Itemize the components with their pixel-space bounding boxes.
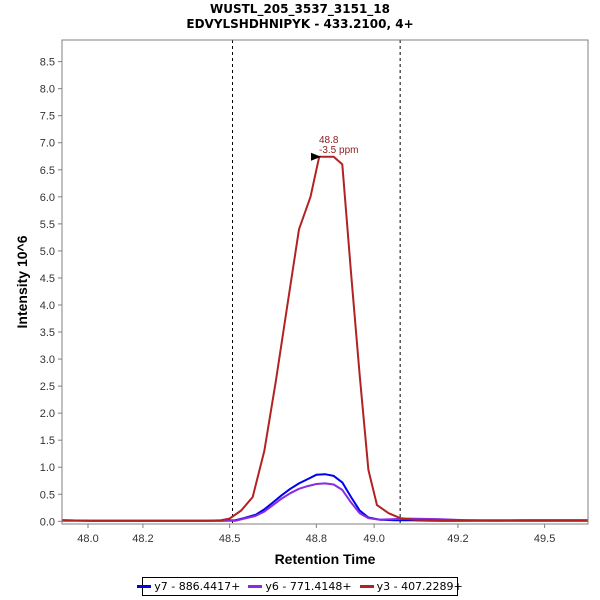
- y-tick-label: 0.0: [40, 516, 55, 528]
- y-axis-label: Intensity 10^6: [14, 235, 30, 328]
- legend-swatch-y7: [137, 585, 152, 588]
- y-tick-label: 6.5: [40, 165, 55, 177]
- chart-subtitle: EDVYLSHDHNIPYK - 433.2100, 4+: [186, 17, 414, 31]
- x-tick-label: 49.5: [534, 533, 555, 545]
- x-axis-label: Retention Time: [275, 551, 376, 567]
- chart-title: WUSTL_205_3537_3151_18: [210, 2, 390, 16]
- y-tick-label: 3.0: [40, 354, 55, 366]
- x-tick-label: 48.0: [77, 533, 98, 545]
- legend-item-y3: y3 - 407.2289+: [359, 580, 463, 593]
- series-line-3: [61, 155, 588, 522]
- y-tick-label: 6.0: [40, 192, 55, 204]
- legend-label-y3: y3 - 407.2289+: [376, 580, 463, 593]
- y-tick-label: 2.5: [40, 381, 55, 393]
- y-tick-label: 1.0: [40, 462, 55, 474]
- x-tick-label: 49.0: [363, 533, 384, 545]
- legend-item-y6: y6 - 771.4148+: [248, 580, 352, 593]
- legend-item-y7: y7 - 886.4417+: [137, 580, 240, 593]
- series-line-2: [62, 482, 588, 522]
- legend-swatch-y3: [359, 585, 374, 588]
- x-tick-label: 48.5: [219, 533, 240, 545]
- y-tick-label: 4.5: [40, 273, 55, 285]
- peak-marker-icon: [311, 152, 321, 161]
- legend-label-y6: y6 - 771.4148+: [265, 580, 352, 593]
- y-tick-label: 4.0: [40, 300, 55, 312]
- peak-annotation-rt: 48.8: [319, 135, 339, 146]
- y-tick-label: 5.0: [40, 246, 55, 258]
- x-tick-label: 48.2: [132, 533, 153, 545]
- y-tick-label: 3.5: [40, 327, 55, 339]
- legend: y7 - 886.4417+ y6 - 771.4148+ y3 - 407.2…: [137, 577, 463, 596]
- y-tick-label: 8.0: [40, 84, 55, 96]
- series-line-1: [61, 473, 588, 522]
- y-tick-label: 5.5: [40, 219, 55, 231]
- peak-annotation-ppm: -3.5 ppm: [319, 145, 358, 156]
- legend-swatch-y6: [248, 585, 263, 588]
- y-tick-label: 1.5: [40, 435, 55, 447]
- plot-frame: [61, 39, 589, 525]
- x-tick-label: 48.8: [306, 533, 327, 545]
- x-tick-label: 49.2: [447, 533, 468, 545]
- y-tick-label: 0.5: [40, 489, 55, 501]
- y-tick-label: 8.5: [40, 57, 55, 69]
- chromatogram-chart: 0.0 0.5 1.0 1.5 2.0 2.5 3.0 3.5 4.0 4.5 5.0 5.5 6.0 6…: [14, 39, 589, 567]
- legend-label-y7: y7 - 886.4417+: [154, 580, 241, 593]
- y-tick-label: 7.0: [40, 138, 55, 150]
- y-tick-label: 7.5: [40, 111, 55, 123]
- y-tick-label: 2.0: [40, 408, 55, 420]
